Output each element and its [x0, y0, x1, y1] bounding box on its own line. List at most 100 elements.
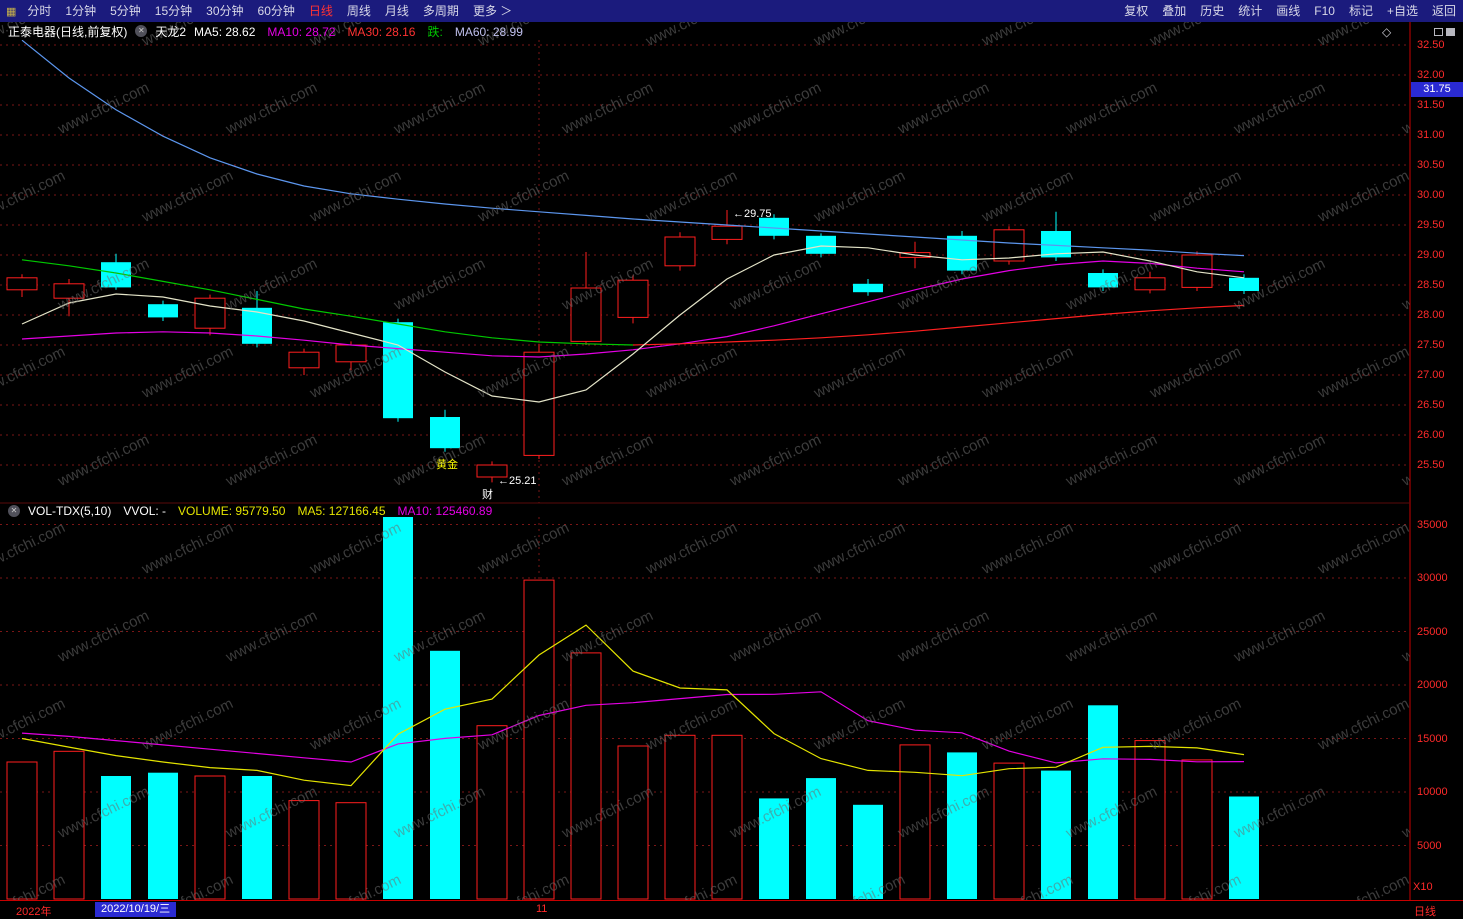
timeframe-item[interactable]: 多周期 [422, 4, 459, 18]
price-axis: 31.75 X10 32.50 32.00 31.50 31.00 30.50 30.00… [1411, 22, 1463, 900]
candle-up[interactable] [711, 225, 743, 240]
volume-bar-up[interactable] [664, 734, 696, 900]
stock-title: 正泰电器(日线,前复权) [8, 24, 128, 39]
candle-down[interactable] [148, 304, 178, 318]
volume-tick: 35000 [1417, 518, 1448, 531]
price-tick: 30.00 [1417, 189, 1445, 201]
timeframe-item[interactable]: 周线 [346, 4, 371, 18]
timeframe-item[interactable]: 月线 [384, 4, 409, 18]
volume-bar-down[interactable] [759, 798, 789, 899]
volume-bar-down[interactable] [1041, 770, 1071, 899]
candle-down[interactable] [1229, 277, 1259, 291]
top-menu-bar: ▦ 分时 1分钟 5分钟 15分钟 30分钟 60分钟 日线 周线 月线 多周期 更多 ＞ 复权 叠加… [0, 0, 1463, 22]
volume-bar-up[interactable] [194, 775, 226, 900]
volume-bar-up[interactable] [288, 800, 320, 900]
candle-up[interactable] [1134, 277, 1166, 291]
candle-up[interactable] [288, 351, 320, 369]
volume-info-bar: ✕ VOL-TDX(5,10) VVOL: - VOLUME: 95779.50 MA… [8, 504, 504, 518]
volume-tick: 15000 [1417, 732, 1448, 745]
candle-up[interactable] [570, 287, 602, 342]
candle-down[interactable] [853, 283, 883, 293]
candle-up[interactable] [476, 464, 508, 478]
volume-bar-up[interactable] [1134, 740, 1166, 900]
price-tick: 28.50 [1417, 279, 1445, 291]
volume-bar-down[interactable] [101, 776, 131, 899]
volume-bar-up[interactable] [711, 734, 743, 900]
timeframe-item[interactable]: 1分钟 [65, 4, 97, 18]
timeframe-item[interactable]: 更多 ＞ [472, 4, 513, 18]
volume-bar-down[interactable] [947, 752, 977, 899]
volume-bar-up[interactable] [1181, 759, 1213, 900]
timeframe-item[interactable]: 分时 [27, 4, 52, 18]
app-menu-icon[interactable]: ▦ [6, 5, 17, 18]
volume-bar-down[interactable] [383, 516, 413, 899]
maximize-icon[interactable] [1434, 28, 1444, 36]
volume-bar-down[interactable] [806, 778, 836, 899]
volume-bar-up[interactable] [53, 750, 85, 900]
volume-bar-up[interactable] [993, 762, 1025, 900]
volume-label: VOLUME: 95779.50 [178, 504, 286, 518]
volume-bar-up[interactable] [899, 744, 931, 900]
volume-bar-down[interactable] [1229, 796, 1259, 900]
candle-down[interactable] [242, 307, 272, 344]
diamond-icon[interactable]: ◇ [1382, 25, 1392, 39]
price-tick: 29.50 [1417, 219, 1445, 231]
timeframe-menu: ▦ 分时 1分钟 5分钟 15分钟 30分钟 60分钟 日线 周线 月线 多周期 更多 ＞ [0, 0, 519, 22]
volume-bar-up[interactable] [476, 725, 508, 900]
volume-bar-up[interactable] [335, 802, 367, 900]
volume-bar-up[interactable] [6, 761, 38, 900]
price-tick: 31.50 [1417, 99, 1445, 111]
candle-down[interactable] [383, 322, 413, 419]
price-tick: 26.50 [1417, 399, 1445, 411]
period-label: 日线 [1414, 906, 1436, 918]
candle-up[interactable] [6, 277, 38, 291]
candle-up[interactable] [53, 283, 85, 299]
candle-up[interactable] [664, 236, 696, 267]
volume-tick: 25000 [1417, 625, 1448, 638]
restore-icon[interactable] [1446, 28, 1456, 36]
volume-bar-down[interactable] [148, 772, 178, 899]
timeframe-item[interactable]: 5分钟 [110, 4, 141, 18]
price-tick: 32.50 [1417, 39, 1445, 51]
candle-up[interactable] [993, 229, 1025, 262]
volume-bar-up[interactable] [523, 579, 555, 900]
menu-item[interactable]: 返回 [1431, 4, 1456, 18]
menu-item[interactable]: 叠加 [1162, 4, 1187, 18]
timeframe-item[interactable]: 60分钟 [257, 4, 295, 18]
candle-down[interactable] [759, 217, 789, 236]
volume-bar-up[interactable] [617, 745, 649, 900]
menu-item[interactable]: 统计 [1238, 4, 1263, 18]
menu-item[interactable]: F10 [1314, 4, 1335, 18]
volume-ma5-line [21, 624, 1245, 787]
timeframe-item[interactable]: 15分钟 [154, 4, 193, 18]
candle-down[interactable] [1088, 273, 1118, 288]
volume-indicator-close-icon[interactable]: ✕ [8, 505, 20, 517]
indicator-name[interactable]: 天龙2 [155, 24, 187, 39]
indicator-close-icon[interactable]: ✕ [135, 25, 148, 37]
candle-down[interactable] [947, 235, 977, 271]
volume-bar-up[interactable] [570, 652, 602, 900]
candle-down[interactable] [806, 235, 836, 254]
candle-up[interactable] [617, 279, 649, 318]
ma60-line [21, 40, 1245, 257]
menu-item[interactable]: 复权 [1124, 4, 1149, 18]
price-tick: 32.00 [1417, 69, 1445, 81]
timeframe-item[interactable]: 30分钟 [206, 4, 244, 18]
menu-item[interactable]: 标记 [1348, 4, 1373, 18]
volume-bar-down[interactable] [1088, 705, 1118, 899]
volume-bar-down[interactable] [242, 776, 272, 899]
candle-up[interactable] [194, 297, 226, 329]
candle-down[interactable] [430, 417, 460, 449]
timeframe-item[interactable]: 日线 [308, 4, 333, 18]
time-axis[interactable]: 2022年 2022/10/19/三 11 日线 [0, 900, 1463, 918]
volume-bar-down[interactable] [430, 650, 460, 899]
menu-item[interactable]: 历史 [1200, 4, 1225, 18]
menu-item[interactable]: +自选 [1386, 4, 1418, 18]
candle-up[interactable] [335, 344, 367, 363]
candle-up[interactable] [523, 351, 555, 456]
volume-bar-down[interactable] [853, 804, 883, 899]
volume-label: VOL-TDX(5,10) [28, 504, 112, 518]
menu-item[interactable]: 画线 [1276, 4, 1301, 18]
volume-label: VVOL: - [123, 504, 167, 518]
